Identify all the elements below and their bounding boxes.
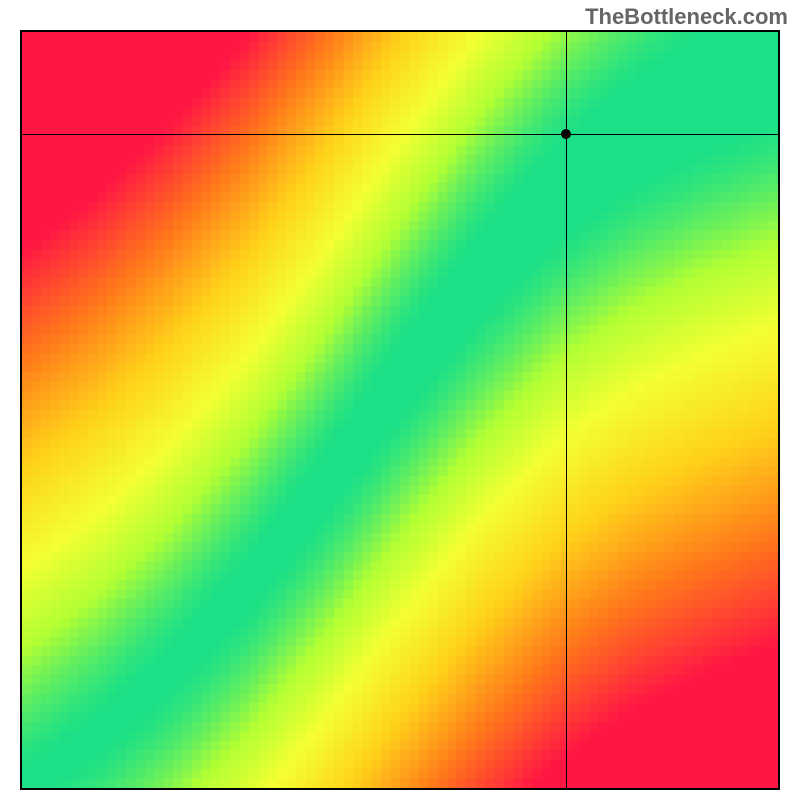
crosshair-marker [561, 129, 571, 139]
heatmap-canvas [22, 32, 778, 788]
watermark-text: TheBottleneck.com [585, 4, 788, 30]
crosshair-vertical [566, 32, 567, 788]
heatmap-plot [20, 30, 780, 790]
crosshair-horizontal [22, 134, 778, 135]
